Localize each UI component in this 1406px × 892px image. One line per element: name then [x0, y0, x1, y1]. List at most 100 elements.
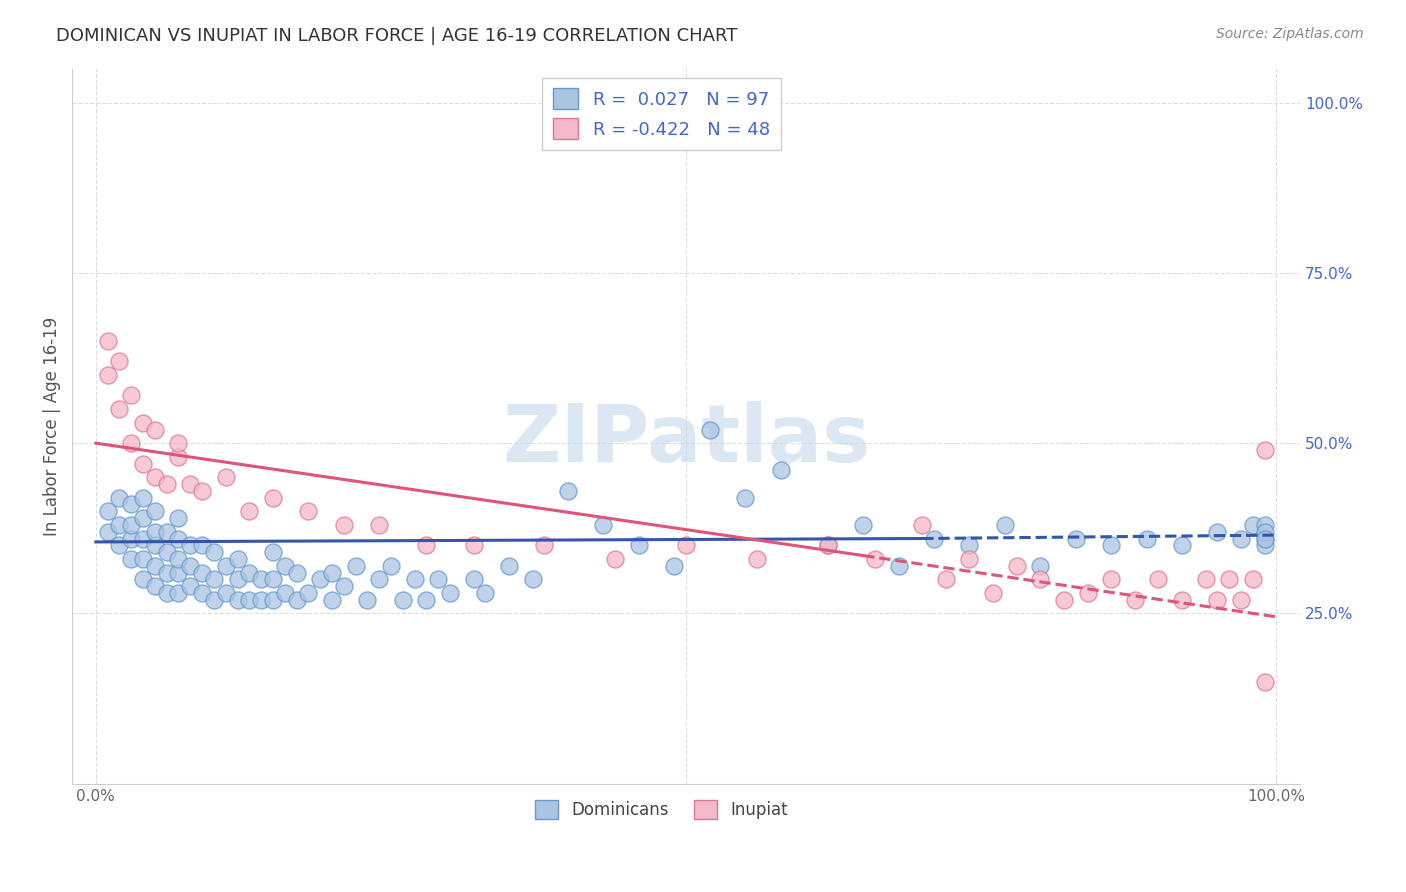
Point	[1241, 517, 1264, 532]
Point	[167, 511, 190, 525]
Point	[202, 545, 225, 559]
Point	[191, 566, 214, 580]
Point	[463, 538, 485, 552]
Point	[522, 573, 544, 587]
Point	[959, 552, 981, 566]
Point	[994, 517, 1017, 532]
Point	[226, 592, 249, 607]
Point	[191, 483, 214, 498]
Point	[887, 558, 910, 573]
Point	[734, 491, 756, 505]
Point	[262, 491, 284, 505]
Point	[557, 483, 579, 498]
Point	[215, 586, 238, 600]
Point	[215, 470, 238, 484]
Point	[1230, 592, 1253, 607]
Point	[132, 457, 155, 471]
Point	[533, 538, 555, 552]
Text: DOMINICAN VS INUPIAT IN LABOR FORCE | AGE 16-19 CORRELATION CHART: DOMINICAN VS INUPIAT IN LABOR FORCE | AG…	[56, 27, 738, 45]
Point	[1053, 592, 1076, 607]
Point	[415, 592, 437, 607]
Point	[1099, 538, 1122, 552]
Point	[108, 517, 131, 532]
Point	[179, 579, 201, 593]
Point	[1029, 558, 1052, 573]
Point	[156, 477, 179, 491]
Point	[1253, 442, 1275, 457]
Point	[132, 491, 155, 505]
Point	[97, 524, 120, 539]
Point	[368, 573, 391, 587]
Point	[297, 504, 319, 518]
Point	[1076, 586, 1098, 600]
Point	[1099, 573, 1122, 587]
Point	[463, 573, 485, 587]
Point	[250, 592, 273, 607]
Point	[238, 504, 260, 518]
Point	[108, 402, 131, 417]
Point	[132, 511, 155, 525]
Point	[143, 558, 166, 573]
Point	[321, 566, 343, 580]
Point	[852, 517, 875, 532]
Point	[167, 436, 190, 450]
Point	[108, 354, 131, 368]
Point	[356, 592, 378, 607]
Text: Source: ZipAtlas.com: Source: ZipAtlas.com	[1216, 27, 1364, 41]
Point	[404, 573, 426, 587]
Point	[202, 592, 225, 607]
Point	[262, 545, 284, 559]
Point	[911, 517, 934, 532]
Point	[132, 552, 155, 566]
Point	[274, 586, 297, 600]
Point	[191, 586, 214, 600]
Point	[745, 552, 768, 566]
Point	[143, 423, 166, 437]
Point	[1123, 592, 1146, 607]
Point	[120, 498, 142, 512]
Point	[1241, 573, 1264, 587]
Point	[167, 586, 190, 600]
Point	[498, 558, 520, 573]
Point	[332, 517, 354, 532]
Point	[297, 586, 319, 600]
Point	[167, 552, 190, 566]
Point	[274, 558, 297, 573]
Point	[1171, 538, 1194, 552]
Point	[380, 558, 402, 573]
Point	[238, 566, 260, 580]
Point	[97, 368, 120, 382]
Point	[474, 586, 496, 600]
Point	[108, 538, 131, 552]
Point	[817, 538, 839, 552]
Point	[108, 491, 131, 505]
Point	[179, 538, 201, 552]
Point	[191, 538, 214, 552]
Point	[1194, 573, 1216, 587]
Point	[415, 538, 437, 552]
Point	[97, 504, 120, 518]
Point	[285, 592, 308, 607]
Point	[1206, 524, 1229, 539]
Point	[981, 586, 1004, 600]
Point	[226, 573, 249, 587]
Point	[143, 524, 166, 539]
Point	[215, 558, 238, 573]
Point	[935, 573, 957, 587]
Point	[627, 538, 650, 552]
Point	[439, 586, 461, 600]
Legend: Dominicans, Inupiat: Dominicans, Inupiat	[529, 793, 794, 825]
Point	[344, 558, 367, 573]
Point	[143, 579, 166, 593]
Point	[1147, 573, 1170, 587]
Point	[120, 388, 142, 402]
Point	[120, 517, 142, 532]
Point	[1206, 592, 1229, 607]
Point	[1253, 532, 1275, 546]
Point	[675, 538, 697, 552]
Point	[156, 545, 179, 559]
Point	[156, 524, 179, 539]
Point	[143, 504, 166, 518]
Point	[922, 532, 945, 546]
Point	[1029, 573, 1052, 587]
